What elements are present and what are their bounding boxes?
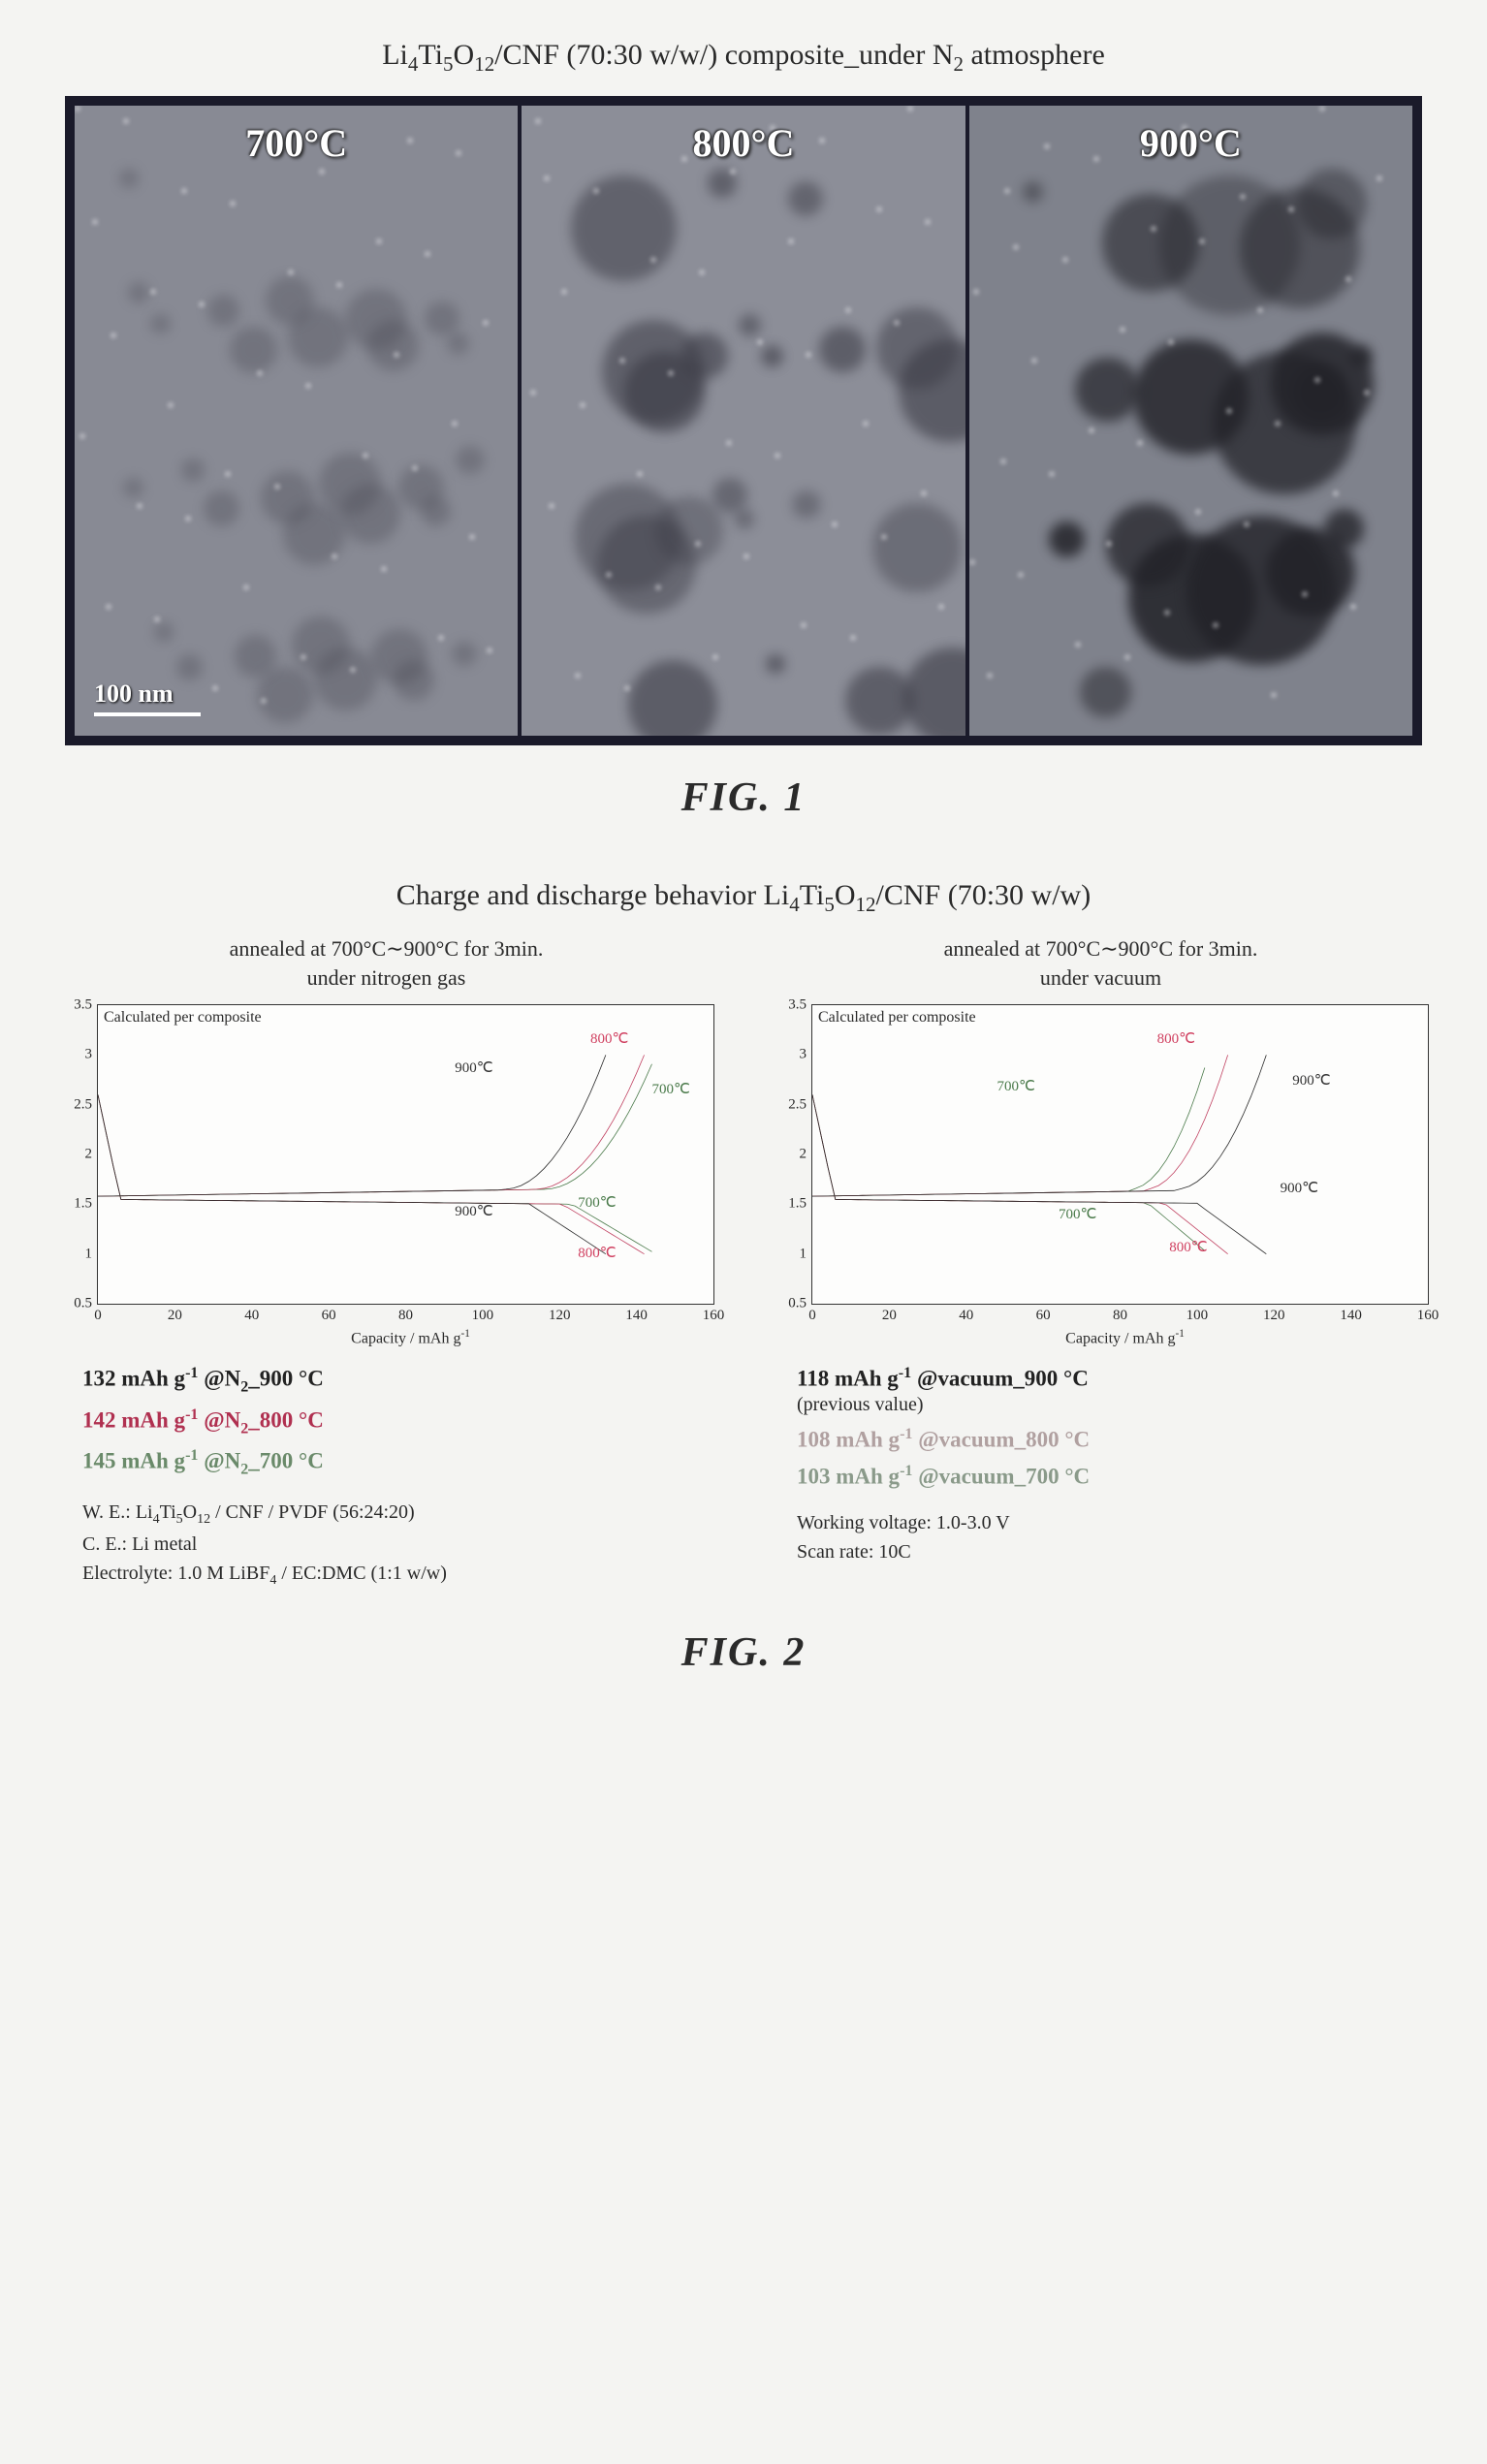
xtick: 140 [625, 1304, 648, 1324]
tem-panel-1: 800°C [522, 106, 965, 736]
fig2-columns: annealed at 700°C∼900°C for 3min. under n… [48, 936, 1439, 1591]
condition-line: Scan rate: 10C [797, 1537, 1439, 1566]
ytick: 2 [85, 1147, 99, 1163]
fig1-title: Li4Ti5O12/CNF (70:30 w/w/) composite_und… [48, 39, 1439, 77]
result-line: 142 mAh g-1 @N2_800 °C [48, 1406, 724, 1437]
ytick: 3.5 [788, 997, 812, 1014]
xtick: 60 [1036, 1304, 1051, 1324]
ytick: 1 [85, 1246, 99, 1262]
condition-line: C. E.: Li metal [82, 1530, 724, 1559]
tem-panels: 700°C 100 nm 800°C 900°C [65, 96, 1422, 745]
curve-label: 800℃ [590, 1029, 628, 1048]
result-line: 118 mAh g-1 @vacuum_900 °C [763, 1365, 1439, 1392]
condition-line: Electrolyte: 1.0 M LiBF4 / EC:DMC (1:1 w… [82, 1559, 724, 1591]
tem-panel-2: 900°C [969, 106, 1412, 736]
xtick: 120 [549, 1304, 571, 1324]
fig2-right-col: annealed at 700°C∼900°C for 3min. under v… [763, 936, 1439, 1591]
result-line: 103 mAh g-1 @vacuum_700 °C [763, 1463, 1439, 1490]
ytick: 1.5 [788, 1196, 812, 1213]
fig2-title: Charge and discharge behavior Li4Ti5O12/… [48, 879, 1439, 917]
curve-label: 800℃ [1169, 1238, 1207, 1256]
tem-temp-label: 700°C [245, 120, 347, 166]
fig2-caption: FIG. 2 [48, 1629, 1439, 1676]
chart-subtitle: annealed at 700°C∼900°C for 3min. [763, 936, 1439, 962]
chart: Voltage /V vs. Li/Li+0.511.522.533.50204… [763, 995, 1439, 1343]
ytick: 3.5 [74, 997, 98, 1014]
xtick: 20 [882, 1304, 897, 1324]
curve-label: 900℃ [455, 1058, 492, 1077]
curve-label: 700℃ [652, 1080, 690, 1098]
result-subtext: (previous value) [763, 1394, 1439, 1416]
xtick: 100 [472, 1304, 494, 1324]
xtick: 40 [244, 1304, 259, 1324]
ytick: 2.5 [74, 1096, 98, 1113]
xtick: 140 [1340, 1304, 1362, 1324]
xtick: 40 [959, 1304, 973, 1324]
xtick: 0 [808, 1304, 816, 1324]
condition-line: Working voltage: 1.0-3.0 V [797, 1508, 1439, 1537]
conditions: W. E.: Li4Ti5O12 / CNF / PVDF (56:24:20)… [48, 1498, 724, 1591]
curve-label: 700℃ [997, 1077, 1035, 1095]
result-line: 108 mAh g-1 @vacuum_800 °C [763, 1426, 1439, 1453]
conditions: Working voltage: 1.0-3.0 VScan rate: 10C [763, 1508, 1439, 1566]
chart: Voltage /V vs. Li/Li+0.511.522.533.50204… [48, 995, 724, 1343]
xtick: 80 [398, 1304, 413, 1324]
fig2-left-col: annealed at 700°C∼900°C for 3min. under n… [48, 936, 724, 1591]
xtick: 0 [94, 1304, 102, 1324]
tem-temp-label: 800°C [693, 120, 795, 166]
tem-temp-label: 900°C [1140, 120, 1242, 166]
xtick: 160 [703, 1304, 725, 1324]
xtick: 160 [1417, 1304, 1440, 1324]
plot-area: 0.511.522.533.5020406080100120140160Calc… [97, 1004, 714, 1305]
curve-label: 700℃ [578, 1193, 616, 1212]
curve-label: 800℃ [1157, 1029, 1195, 1048]
scale-bar: 100 nm [94, 679, 201, 716]
result-line: 145 mAh g-1 @N2_700 °C [48, 1447, 724, 1478]
ytick: 2 [800, 1147, 813, 1163]
xtick: 20 [168, 1304, 182, 1324]
chart-subtitle: under vacuum [763, 965, 1439, 991]
plot-area: 0.511.522.533.5020406080100120140160Calc… [811, 1004, 1429, 1305]
xtick: 80 [1113, 1304, 1127, 1324]
xtick: 60 [322, 1304, 336, 1324]
condition-line: W. E.: Li4Ti5O12 / CNF / PVDF (56:24:20) [82, 1498, 724, 1530]
curve-label: 700℃ [1059, 1205, 1096, 1223]
curve-label: 800℃ [578, 1244, 616, 1262]
curve-label: 900℃ [1281, 1179, 1318, 1197]
chart-subtitle: under nitrogen gas [48, 965, 724, 991]
fig1-caption: FIG. 1 [48, 774, 1439, 821]
curve-label: 900℃ [1292, 1071, 1330, 1090]
ytick: 2.5 [788, 1096, 812, 1113]
result-line: 132 mAh g-1 @N2_900 °C [48, 1365, 724, 1396]
xtick: 120 [1263, 1304, 1285, 1324]
ytick: 1.5 [74, 1196, 98, 1213]
ytick: 1 [800, 1246, 813, 1262]
curve-label: 900℃ [455, 1202, 492, 1220]
xtick: 100 [1186, 1304, 1209, 1324]
ytick: 3 [800, 1047, 813, 1063]
chart-subtitle: annealed at 700°C∼900°C for 3min. [48, 936, 724, 962]
ytick: 3 [85, 1047, 99, 1063]
tem-panel-0: 700°C 100 nm [75, 106, 518, 736]
